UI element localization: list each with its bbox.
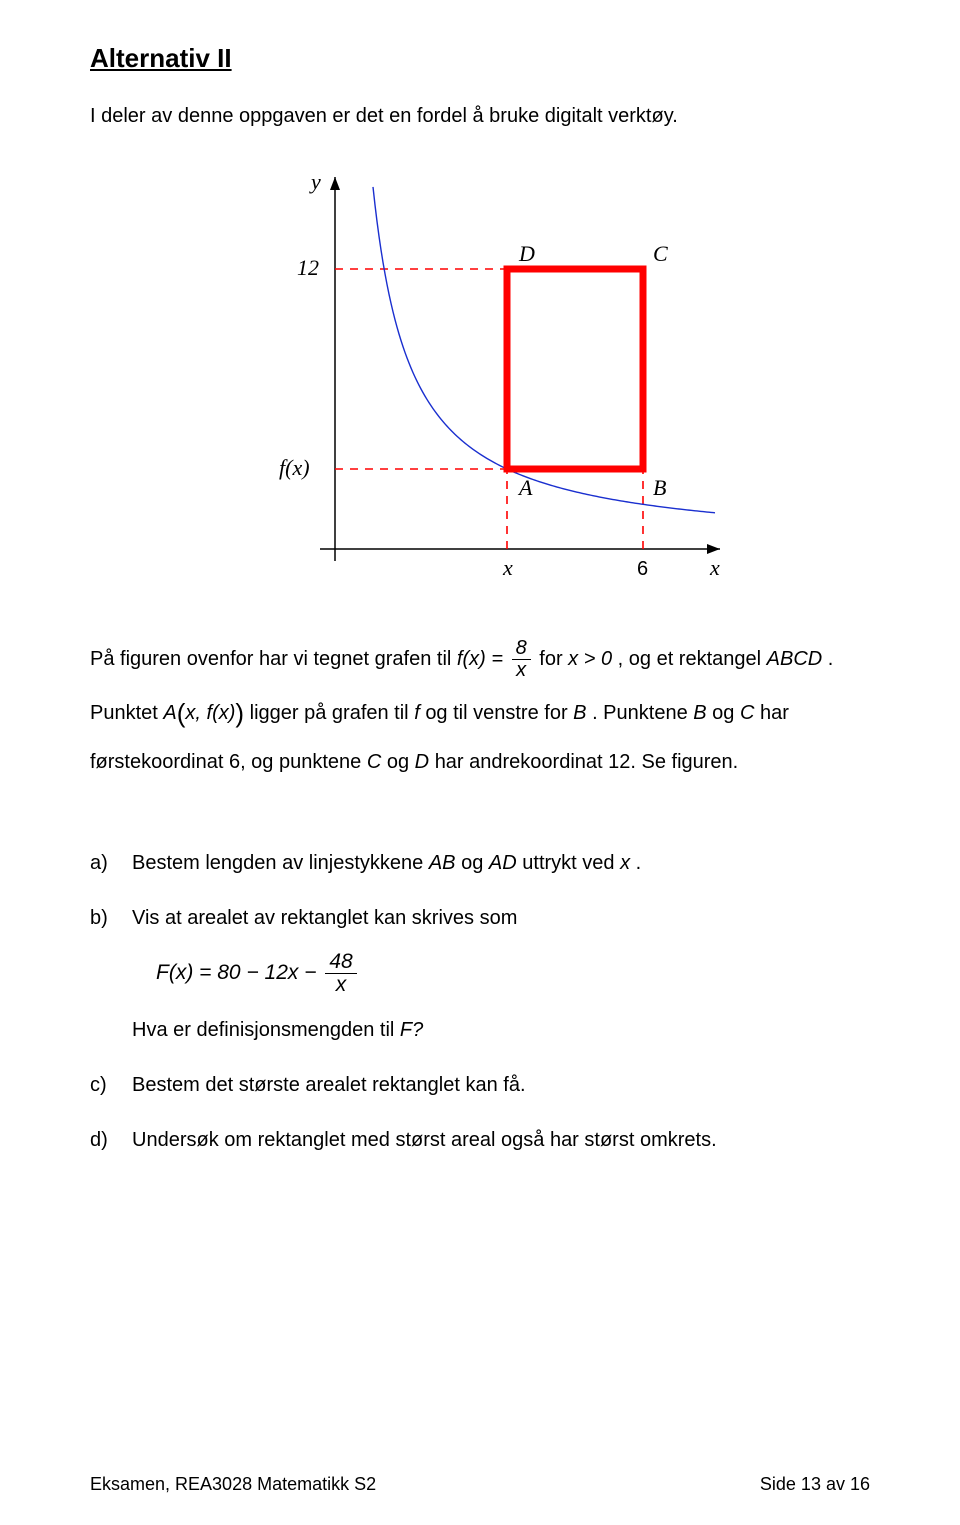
- intro-text: I deler av denne oppgaven er det en ford…: [90, 102, 870, 131]
- F: F?: [400, 1019, 423, 1041]
- text: , og et rektangel: [618, 647, 767, 669]
- svg-text:x: x: [709, 555, 720, 580]
- point-A: A: [163, 702, 176, 724]
- lhs: F(x) = 80 − 12x −: [156, 961, 317, 984]
- AB: AB: [429, 852, 456, 874]
- text: for: [539, 647, 568, 669]
- svg-text:6: 6: [637, 558, 648, 580]
- svg-text:C: C: [653, 241, 668, 266]
- denominator: x: [325, 974, 356, 996]
- denominator: x: [512, 660, 531, 681]
- svg-text:D: D: [518, 241, 535, 266]
- text: Hva er definisjonsmengden til: [132, 1019, 400, 1041]
- page-title: Alternativ II: [90, 40, 870, 78]
- text: Punktet: [90, 702, 163, 724]
- formula-F: F(x) = 80 − 12x − 48 x: [156, 951, 870, 996]
- followup-b: Hva er definisjonsmengden til F?: [132, 1016, 870, 1045]
- text: Bestem det største arealet rektanglet ka…: [132, 1074, 526, 1096]
- text: og: [712, 702, 740, 724]
- C: C: [367, 751, 381, 773]
- text: .: [828, 647, 834, 669]
- label-c: c): [90, 1071, 107, 1100]
- svg-text:A: A: [517, 475, 533, 500]
- footer-left: Eksamen, REA3028 Matematikk S2: [90, 1471, 376, 1497]
- body-line-1: På figuren ovenfor har vi tegnet grafen …: [90, 638, 870, 681]
- text: På figuren ovenfor har vi tegnet grafen …: [90, 647, 457, 669]
- text: ligger på grafen til: [250, 702, 415, 724]
- text: Undersøk om rektanglet med størst areal …: [132, 1129, 717, 1151]
- text: og: [461, 852, 489, 874]
- condition: x > 0: [568, 647, 612, 669]
- f: f: [414, 702, 420, 724]
- body-line-3: førstekoordinat 6, og punktene C og D ha…: [90, 745, 870, 779]
- text: og: [387, 751, 415, 773]
- text: .: [636, 852, 642, 874]
- question-d: d) Undersøk om rektanglet med størst are…: [90, 1126, 870, 1155]
- svg-text:B: B: [653, 475, 666, 500]
- text: og til venstre for: [425, 702, 573, 724]
- page-footer: Eksamen, REA3028 Matematikk S2 Side 13 a…: [90, 1471, 870, 1497]
- question-c: c) Bestem det største arealet rektanglet…: [90, 1071, 870, 1100]
- args: x, f(x): [185, 702, 235, 724]
- D: D: [415, 751, 429, 773]
- text: . Punktene: [592, 702, 693, 724]
- questions-list: a) Bestem lengden av linjestykkene AB og…: [90, 849, 870, 1155]
- label-d: d): [90, 1126, 108, 1155]
- AD: AD: [489, 852, 517, 874]
- abcd: ABCD: [767, 647, 823, 669]
- fraction-8-over-x: 8 x: [512, 638, 531, 681]
- B: B: [573, 702, 586, 724]
- svg-text:y: y: [309, 169, 321, 194]
- fraction-48-over-x: 48 x: [325, 951, 356, 996]
- text: har: [760, 702, 789, 724]
- text: Vis at arealet av rektanglet kan skrives…: [132, 907, 517, 929]
- question-b: b) Vis at arealet av rektanglet kan skri…: [90, 904, 870, 1045]
- B2: B: [693, 702, 706, 724]
- text: uttrykt ved: [522, 852, 620, 874]
- body-line-2: Punktet A(x, f(x)) ligger på grafen til …: [90, 691, 870, 735]
- text: førstekoordinat 6, og punktene: [90, 751, 367, 773]
- C: C: [740, 702, 754, 724]
- question-a: a) Bestem lengden av linjestykkene AB og…: [90, 849, 870, 878]
- numerator: 48: [325, 951, 356, 974]
- numerator: 8: [512, 638, 531, 660]
- fx-eq: f(x) =: [457, 647, 503, 669]
- label-a: a): [90, 849, 108, 878]
- x: x: [620, 852, 630, 874]
- text: har andrekoordinat 12. Se figuren.: [435, 751, 739, 773]
- svg-text:x: x: [502, 555, 513, 580]
- svg-text:12: 12: [297, 255, 319, 280]
- graph-figure: y 12 f(x) D C A Bx 6 x: [90, 159, 870, 608]
- text: Bestem lengden av linjestykkene: [132, 852, 429, 874]
- label-b: b): [90, 904, 108, 933]
- svg-text:f(x): f(x): [279, 455, 310, 480]
- footer-right: Side 13 av 16: [760, 1471, 870, 1497]
